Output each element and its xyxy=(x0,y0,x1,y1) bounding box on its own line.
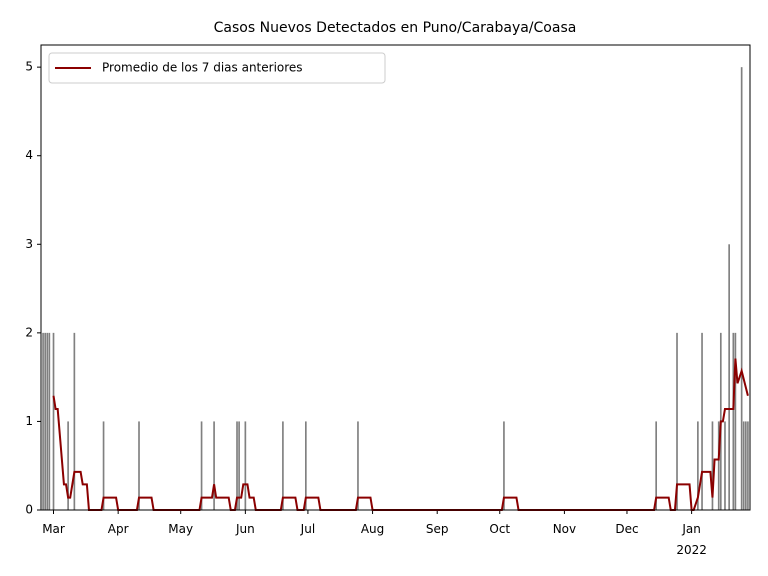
bar xyxy=(238,421,240,510)
bar xyxy=(701,332,703,510)
bar xyxy=(52,332,55,510)
bar xyxy=(44,332,47,510)
x-tick-label: May xyxy=(168,522,193,536)
bar xyxy=(102,421,105,510)
x-tick-label: Dec xyxy=(615,522,638,536)
bar xyxy=(676,332,678,510)
bar xyxy=(213,421,215,510)
bar xyxy=(742,421,745,510)
bar xyxy=(42,332,44,510)
bar xyxy=(734,332,737,510)
bar xyxy=(724,421,726,510)
y-tick-label: 5 xyxy=(25,60,33,74)
bar xyxy=(717,421,720,510)
y-tick-label: 2 xyxy=(25,325,33,339)
bar xyxy=(740,67,743,511)
x-tick-label: Nov xyxy=(553,522,576,536)
x-tick-label: Apr xyxy=(108,522,129,536)
bar xyxy=(732,332,735,510)
bar xyxy=(304,421,307,510)
bar xyxy=(200,421,203,510)
bar xyxy=(711,421,714,510)
x-tick-label: Oct xyxy=(489,522,510,536)
bar xyxy=(744,421,747,510)
x-tick-label: Mar xyxy=(42,522,65,536)
bar xyxy=(236,421,238,510)
bar xyxy=(48,332,51,510)
bar xyxy=(138,421,140,510)
y-tick-label: 1 xyxy=(25,414,33,428)
x-tick-label: Jan 2022 xyxy=(676,522,707,557)
bar xyxy=(73,332,76,510)
plot-frame xyxy=(40,44,751,511)
line xyxy=(52,358,749,511)
bar xyxy=(282,421,284,510)
bar xyxy=(728,244,730,511)
bar xyxy=(747,421,749,510)
x-tick-label: Jun xyxy=(235,522,255,536)
legend-box xyxy=(48,52,386,84)
x-tick-label: Sep xyxy=(426,522,449,536)
x-tick-label: Aug xyxy=(361,522,384,536)
y-tick-label: 0 xyxy=(25,503,33,517)
bar xyxy=(46,332,49,510)
y-tick-label: 3 xyxy=(25,237,33,251)
bar xyxy=(697,421,699,510)
bar xyxy=(244,421,247,510)
bar xyxy=(503,421,505,510)
y-tick-label: 4 xyxy=(25,148,33,162)
x-tick-label: Jul xyxy=(300,522,315,536)
bar xyxy=(655,421,657,510)
bar xyxy=(67,421,69,510)
bar xyxy=(357,421,359,510)
chart-title: Casos Nuevos Detectados en Puno/Carabaya… xyxy=(214,20,577,36)
legend-label: Promedio de los 7 dias anteriores xyxy=(102,61,303,75)
